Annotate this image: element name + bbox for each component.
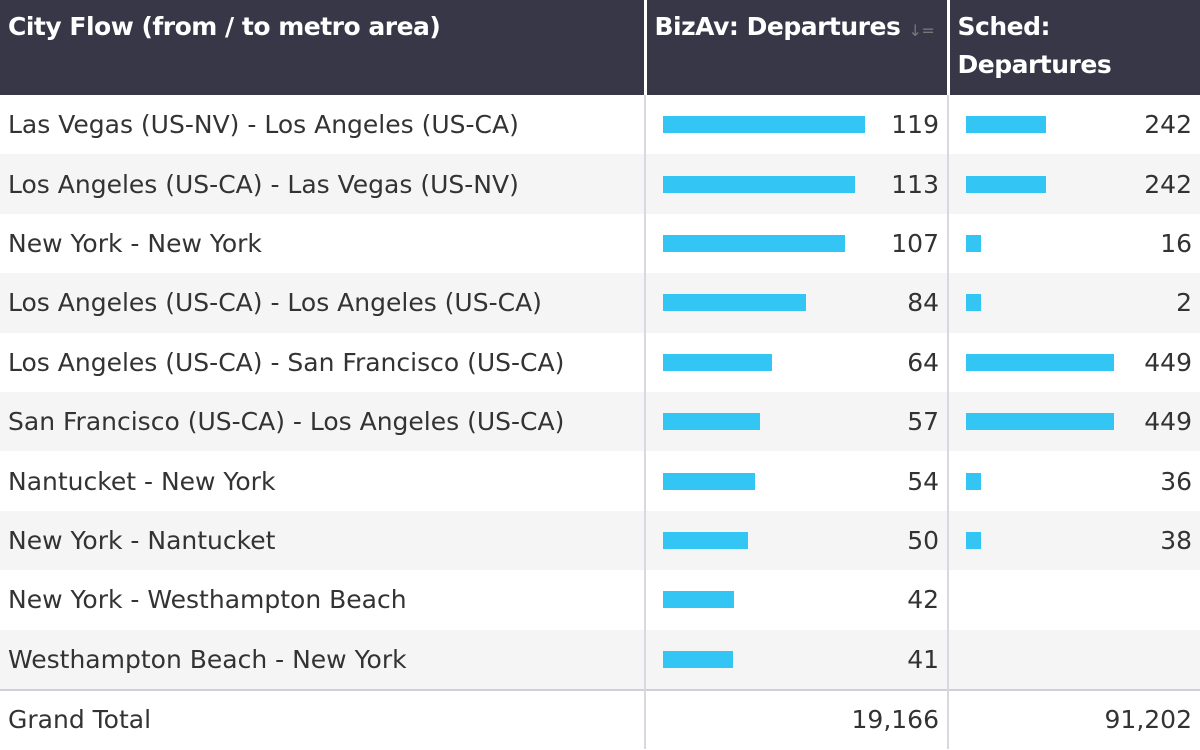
- sched-value: 242: [1144, 110, 1192, 140]
- sched-value: 242: [1144, 169, 1192, 199]
- bizav-value: 42: [907, 585, 939, 615]
- bizav-bar: [663, 650, 733, 668]
- bizav-cell: 54: [645, 451, 949, 511]
- sched-value: 449: [1144, 347, 1192, 377]
- bizav-value: 41: [907, 644, 939, 674]
- bizav-cell: 64: [645, 332, 949, 392]
- table-row[interactable]: Nantucket - New York 54 36: [0, 451, 1200, 511]
- bizav-cell: 41: [645, 629, 949, 690]
- sched-cell: 36: [948, 451, 1200, 510]
- table-row[interactable]: New York - New York 107 16: [0, 213, 1200, 274]
- table-row[interactable]: New York - Westhampton Beach 42: [0, 570, 1200, 630]
- city-flow-cell: Los Angeles (US-CA) - San Francisco (US-…: [0, 332, 646, 392]
- sched-bar: [966, 413, 1114, 431]
- sched-value: 36: [1160, 466, 1192, 496]
- city-flow-cell: San Francisco (US-CA) - Los Angeles (US-…: [0, 391, 646, 452]
- sched-bar: [966, 472, 981, 490]
- bizav-cell: 50: [645, 510, 949, 571]
- city-flow-cell: Westhampton Beach - New York: [0, 629, 646, 690]
- bizav-cell: 113: [645, 154, 949, 214]
- table-row[interactable]: Westhampton Beach - New York 41: [0, 629, 1200, 690]
- city-flow-cell: Las Vegas (US-NV) - Los Angeles (US-CA): [0, 95, 646, 155]
- bizav-value: 84: [907, 288, 939, 318]
- sort-descending-icon[interactable]: ↓=: [908, 21, 935, 40]
- header-bizav-departures[interactable]: BizAv: Departures ↓=: [645, 0, 950, 95]
- sched-cell: 2: [948, 273, 1200, 333]
- table-row[interactable]: Los Angeles (US-CA) - Las Vegas (US-NV) …: [0, 154, 1200, 214]
- header-label: BizAv: Departures: [654, 12, 901, 41]
- grand-total-bizav: 19,166: [645, 688, 949, 749]
- header-label: City Flow (from / to metro area): [8, 12, 441, 41]
- sched-bar: [966, 175, 1046, 193]
- bizav-bar: [663, 234, 845, 252]
- table-row[interactable]: Las Vegas (US-NV) - Los Angeles (US-CA) …: [0, 95, 1200, 155]
- bizav-bar: [663, 472, 755, 490]
- bizav-cell: 84: [645, 273, 949, 333]
- bizav-bar: [663, 353, 772, 371]
- sched-cell: 16: [948, 214, 1200, 273]
- bizav-value: 64: [907, 347, 939, 377]
- header-city-flow[interactable]: City Flow (from / to metro area): [0, 0, 647, 95]
- table-row[interactable]: Los Angeles (US-CA) - Los Angeles (US-CA…: [0, 273, 1200, 333]
- bizav-value: 50: [907, 525, 939, 555]
- sched-cell: 38: [948, 510, 1200, 571]
- grand-total-sched: 91,202: [948, 688, 1200, 749]
- bizav-bar: [663, 591, 734, 609]
- table-row[interactable]: Los Angeles (US-CA) - San Francisco (US-…: [0, 332, 1200, 392]
- sched-bar: [966, 294, 981, 312]
- sched-cell: [948, 629, 1200, 690]
- bizav-bar: [663, 413, 760, 431]
- bizav-value: 54: [907, 466, 939, 496]
- sched-value: 38: [1160, 525, 1192, 555]
- city-flow-cell: Nantucket - New York: [0, 451, 646, 511]
- city-flow-cell: Los Angeles (US-CA) - Las Vegas (US-NV): [0, 154, 646, 214]
- city-flow-cell: New York - Westhampton Beach: [0, 570, 646, 630]
- sched-value: 449: [1144, 407, 1192, 437]
- bizav-bar: [663, 531, 748, 549]
- bizav-cell: 107: [645, 213, 949, 274]
- city-flow-cell: New York - Nantucket: [0, 510, 646, 571]
- bizav-bar: [663, 116, 865, 134]
- grand-total-label: Grand Total: [0, 688, 646, 749]
- table-row[interactable]: San Francisco (US-CA) - Los Angeles (US-…: [0, 391, 1200, 452]
- sched-cell: 449: [948, 391, 1200, 452]
- sched-value: 16: [1160, 228, 1192, 258]
- city-flow-cell: Los Angeles (US-CA) - Los Angeles (US-CA…: [0, 273, 646, 333]
- bizav-value: 113: [891, 169, 939, 199]
- bizav-value: 119: [891, 110, 939, 140]
- bizav-bar: [663, 294, 806, 312]
- sched-cell: 449: [948, 333, 1200, 392]
- grand-total-row: Grand Total 19,166 91,202: [0, 688, 1200, 749]
- sched-bar: [966, 531, 981, 549]
- bizav-cell: 119: [645, 95, 949, 155]
- sched-bar: [966, 353, 1114, 371]
- bizav-cell: 42: [645, 570, 949, 630]
- header-sched-departures[interactable]: Sched: Departures: [948, 0, 1200, 95]
- sched-bar: [966, 116, 1046, 134]
- bizav-value: 107: [891, 228, 939, 258]
- sched-cell: [948, 570, 1200, 629]
- bizav-cell: 57: [645, 391, 949, 452]
- bizav-bar: [663, 175, 855, 193]
- city-flow-cell: New York - New York: [0, 213, 646, 274]
- header-label: Sched: Departures: [957, 12, 1112, 79]
- sched-cell: 242: [948, 154, 1200, 214]
- bizav-value: 57: [907, 407, 939, 437]
- table-row[interactable]: New York - Nantucket 50 38: [0, 510, 1200, 571]
- sched-cell: 242: [948, 95, 1200, 154]
- sched-value: 2: [1176, 288, 1192, 318]
- sched-bar: [966, 234, 981, 252]
